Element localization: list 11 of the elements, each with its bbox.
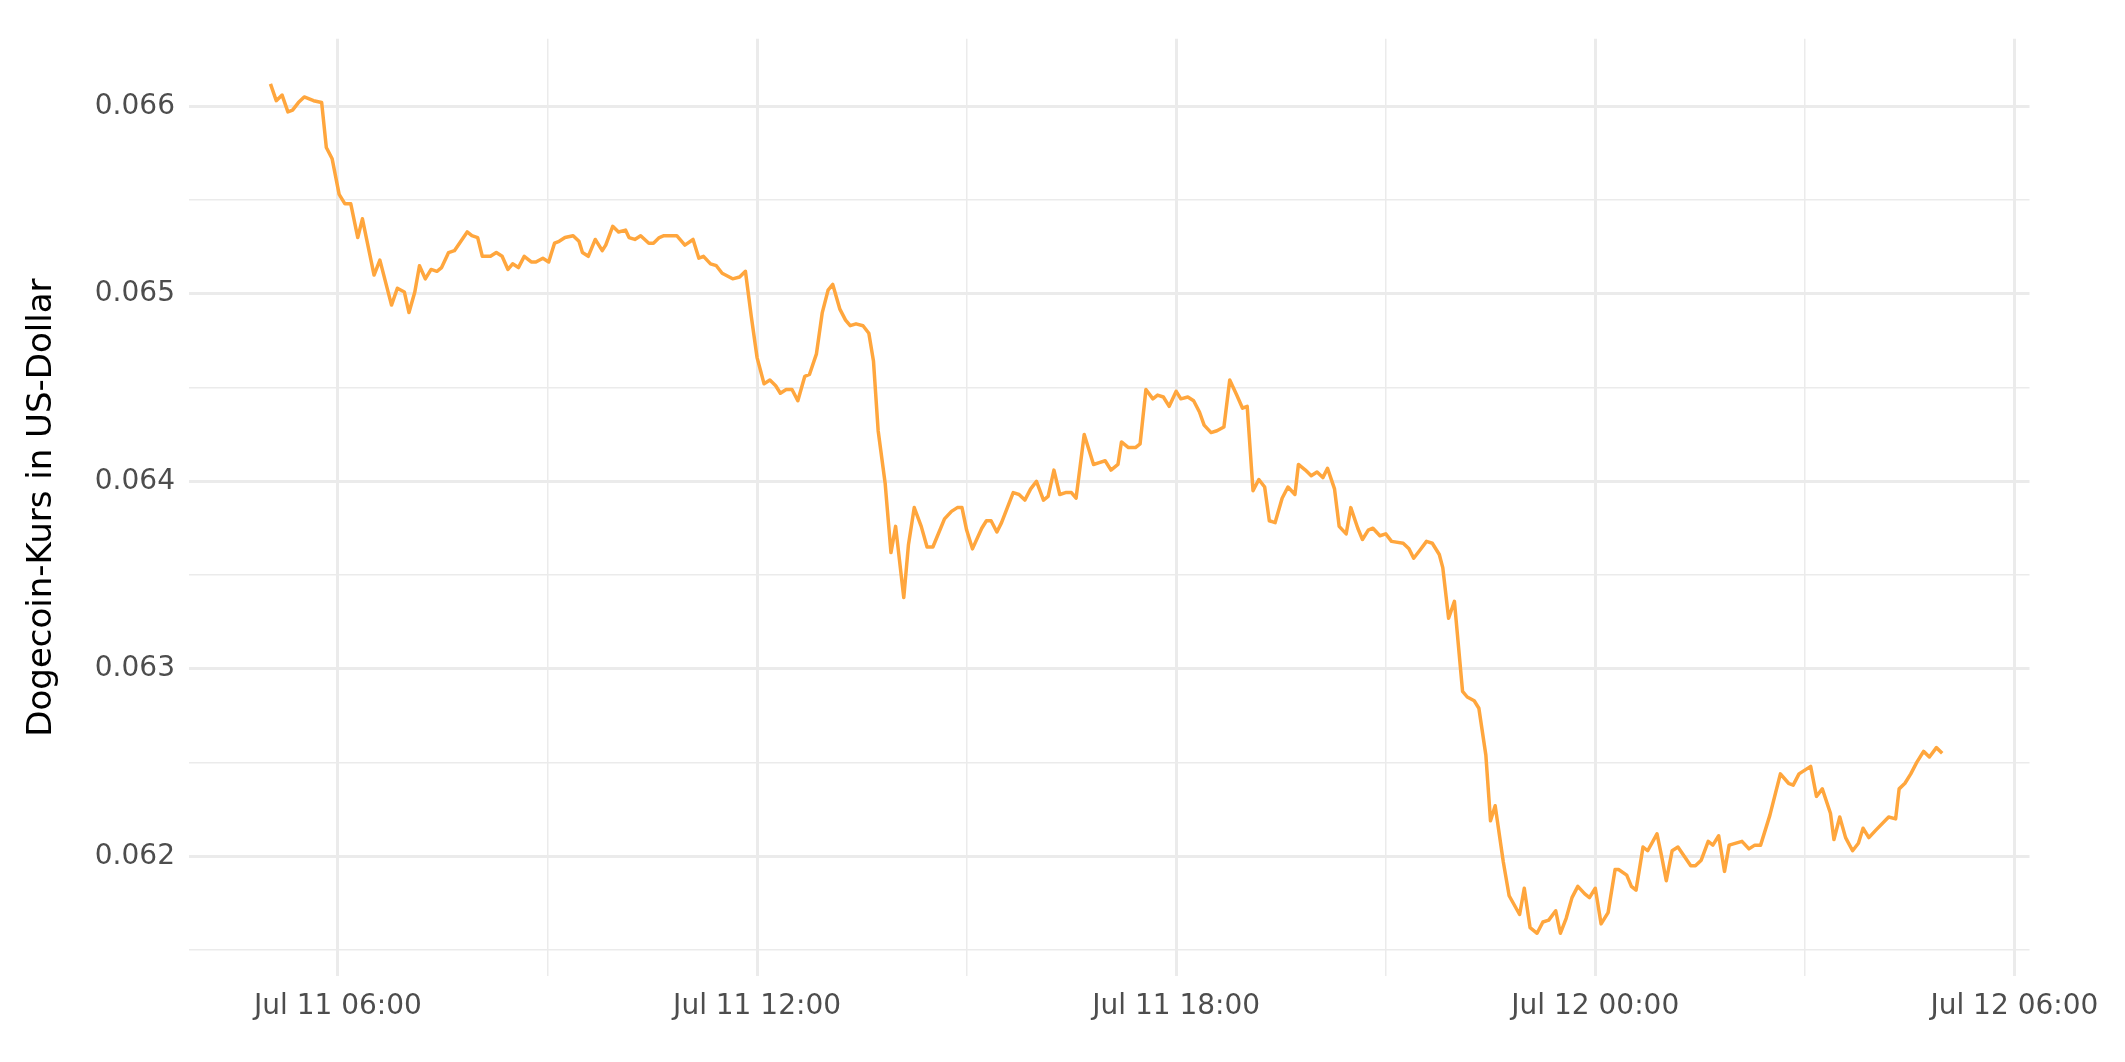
x-tick-label: Jul 11 12:00 (671, 988, 842, 1022)
x-tick-label: Jul 11 06:00 (252, 988, 422, 1022)
y-tick-label: 0.063 (94, 650, 175, 684)
y-tick-label: 0.065 (94, 275, 175, 309)
x-tick-label: Jul 11 18:00 (1090, 988, 1261, 1022)
y-tick-label: 0.064 (94, 462, 175, 496)
y-tick-label: 0.066 (94, 87, 175, 121)
x-tick-label: Jul 12 06:00 (1928, 988, 2099, 1022)
x-tick-label: Jul 12 00:00 (1509, 988, 1680, 1022)
y-axis-title: Dogecoin-Kurs in US-Dollar (19, 278, 60, 737)
y-tick-label: 0.062 (94, 837, 175, 871)
